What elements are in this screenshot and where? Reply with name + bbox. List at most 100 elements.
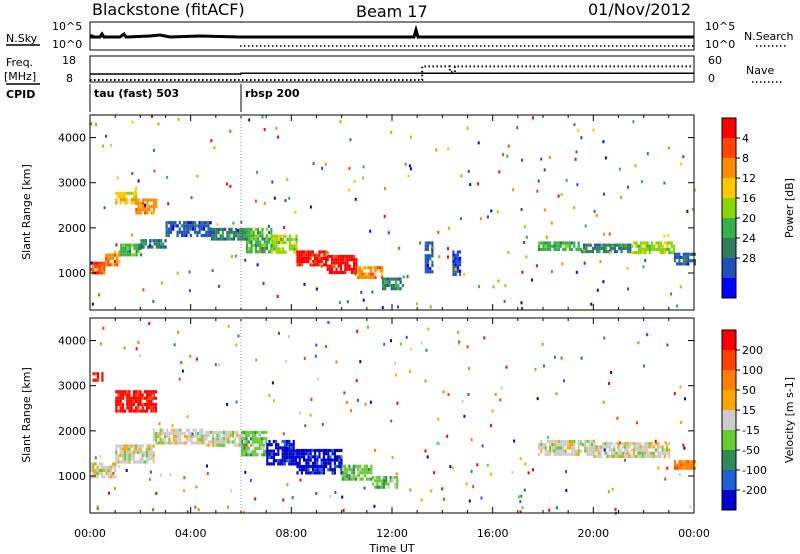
power-cell-15	[452, 250, 455, 254]
power-colorbar-title: Power [dB]	[783, 178, 796, 238]
power-cell-7	[213, 227, 216, 231]
power-cell-9	[277, 241, 280, 245]
velocity-cell-2	[154, 403, 157, 407]
velocity-speckle	[315, 343, 318, 347]
velocity-speckle	[442, 390, 445, 394]
velocity-cell-12	[608, 442, 611, 446]
velocity-cell-2	[124, 393, 127, 397]
power-cell-13	[392, 277, 396, 281]
power-speckle	[338, 301, 341, 304]
velocity-speckle	[227, 505, 230, 509]
velocity-cell-12	[593, 445, 596, 449]
velocity-cell-6	[243, 437, 246, 441]
power-speckle	[260, 248, 262, 252]
velocity-cell-5	[216, 430, 219, 434]
velocity-cell-11	[557, 439, 560, 444]
velocity-cell-6	[245, 434, 248, 438]
power-cell-12	[381, 275, 384, 279]
velocity-cell-6	[243, 430, 246, 434]
power-cell-11	[339, 264, 342, 268]
velocity-cell-11	[588, 443, 591, 447]
velocity-cell-4	[170, 441, 173, 445]
power-cell-11	[339, 254, 342, 259]
velocity-cell-4	[152, 428, 156, 432]
power-speckle	[354, 197, 357, 201]
velocity-cell-12	[643, 445, 647, 449]
power-cell-10	[305, 256, 308, 260]
power-cell-12	[376, 266, 379, 270]
velocity-cell-1	[128, 447, 131, 451]
power-cell-11	[355, 267, 358, 271]
power-cell-0	[94, 261, 97, 265]
power-cell-8	[257, 227, 260, 231]
velocity-cell-7	[277, 462, 280, 466]
power-cell-1	[107, 260, 110, 264]
velocity-speckle	[490, 472, 493, 476]
velocity-cell-8	[309, 458, 312, 462]
power-cell-17	[620, 250, 623, 254]
velocity-colorbar-tick-label-3: 15	[742, 404, 756, 417]
velocity-cell-8	[311, 471, 314, 475]
velocity-cell-12	[635, 448, 638, 452]
velocity-cell-12	[626, 448, 629, 452]
velocity-cell-7	[286, 459, 289, 463]
velocity-cell-8	[303, 455, 306, 459]
velocity-cell-4	[157, 435, 160, 439]
power-colorbar-swatch-5	[722, 218, 736, 238]
velocity-cell-0	[96, 468, 99, 472]
velocity-cell-2	[146, 406, 149, 410]
velocity-cell-7	[272, 439, 275, 444]
velocity-speckle	[369, 400, 372, 404]
velocity-cell-8	[307, 452, 310, 456]
power-cell-9	[277, 234, 280, 238]
velocity-cell-8	[307, 468, 310, 472]
power-cell-12	[365, 272, 368, 276]
velocity-speckle	[458, 342, 461, 346]
velocity-cell-2	[117, 390, 120, 394]
power-cell-8	[257, 231, 260, 235]
velocity-cell-5	[205, 434, 208, 438]
velocity-cell-11	[549, 439, 552, 444]
velocity-speckle	[678, 473, 681, 477]
power-cell-0	[103, 268, 106, 272]
power-cell-1	[116, 260, 119, 264]
power-cell-9	[277, 237, 280, 241]
velocity-cell-8	[338, 455, 341, 459]
velocity-cell-12	[606, 442, 609, 446]
power-cell-5	[146, 204, 149, 209]
power-cell-19	[687, 259, 690, 263]
velocity-cell-5	[236, 443, 239, 447]
velocity-cell-12	[637, 451, 640, 455]
velocity-speckle	[258, 435, 261, 439]
power-speckle	[620, 195, 623, 199]
power-cell-14	[424, 270, 427, 274]
power-speckle	[262, 281, 265, 285]
velocity-cell-13	[682, 460, 685, 464]
velocity-cell-13	[680, 466, 683, 470]
velocity-cell-1	[128, 454, 131, 458]
velocity-cell-2	[119, 399, 122, 403]
velocity-cell-7	[292, 449, 295, 453]
power-cell-4	[135, 194, 138, 199]
velocity-cell-12	[613, 448, 616, 452]
power-cell-7	[243, 227, 246, 231]
velocity-cell-7	[294, 462, 297, 466]
power-cell-8	[263, 237, 266, 241]
velocity-cell-6	[256, 446, 259, 450]
power-cell-16	[562, 247, 565, 251]
frequency-strip: Freq. [MHz] 18 8 60 0 Nave	[4, 54, 782, 85]
velocity-speckle	[343, 391, 346, 395]
power-speckle	[540, 157, 543, 161]
velocity-speckle	[446, 434, 449, 438]
power-speckle	[618, 167, 621, 171]
power-cell-5	[144, 211, 147, 215]
power-cell-2	[122, 250, 125, 254]
power-cell-6	[169, 227, 173, 231]
x-tick-label-0: 00:00	[74, 527, 106, 540]
velocity-cell-2	[141, 406, 144, 410]
velocity-cell-2	[128, 399, 131, 403]
velocity-cell-13	[691, 466, 694, 470]
power-speckle	[151, 115, 153, 118]
velocity-cell-9	[352, 474, 355, 478]
velocity-cell-2	[148, 399, 151, 403]
